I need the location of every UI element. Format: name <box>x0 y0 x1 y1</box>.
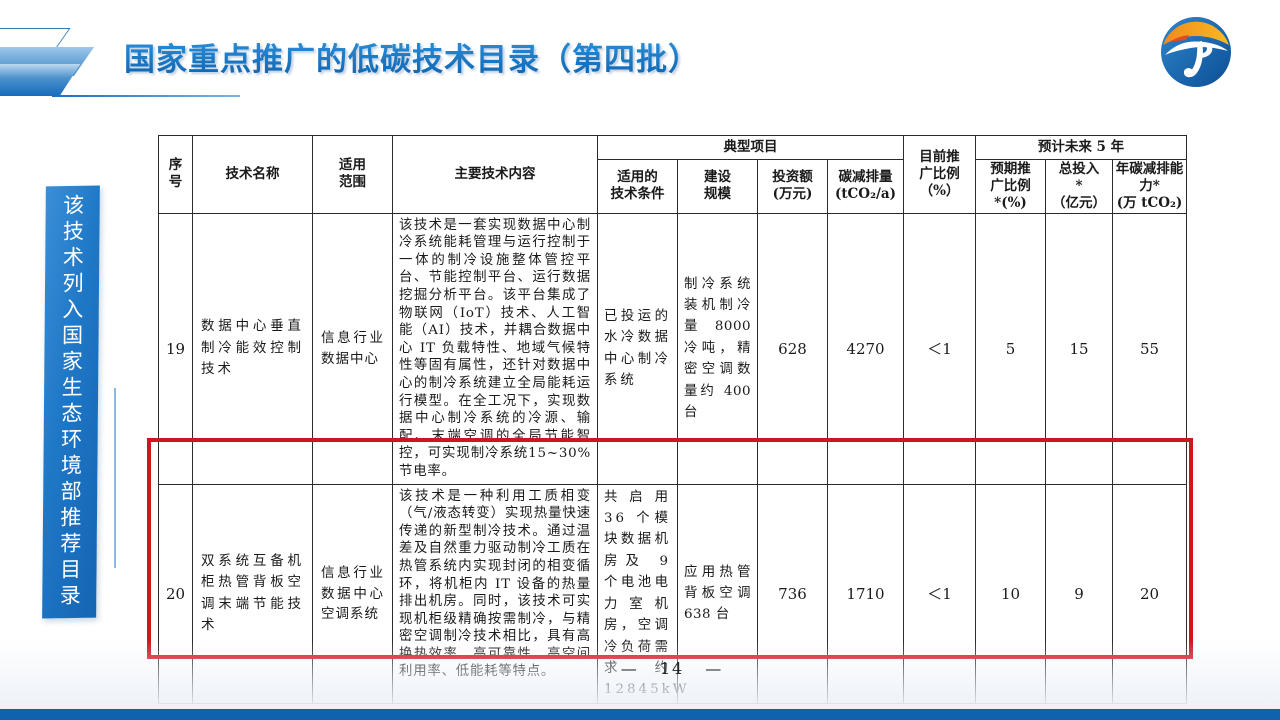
bottom-blue-bar <box>0 709 1280 720</box>
side-banner-text: 该技术列入国家生态环境部推荐目录 <box>57 193 85 611</box>
header-current-ratio: 目前推 广比例 （%） <box>903 135 976 214</box>
cell-19-content: 该技术是一套实现数据中心制冷系统能耗管理与运行控制于一体的制冷设施整体管控平台、… <box>392 212 598 485</box>
cell-19-no: 19 <box>158 212 193 485</box>
header-group-typical-project: 典型项目 <box>597 135 904 160</box>
page-title: 国家重点推广的低碳技术目录（第四批） <box>124 34 700 79</box>
cell-19-scope: 信息行业数据中心 <box>312 212 393 485</box>
globe-swoosh-logo-icon <box>1161 17 1231 87</box>
header-total-investment: 总投入 * （亿元） <box>1045 159 1113 214</box>
header-scope: 适用 范围 <box>312 135 393 214</box>
side-banner-ribbon: 该技术列入国家生态环境部推荐目录 <box>42 185 100 619</box>
cell-19-scale: 制冷系统装机制冷量 8000 冷吨，精密空调数量约 400 台 <box>677 212 758 485</box>
header-carbon-reduction: 碳减排量 (tCO₂/a) <box>827 159 904 214</box>
header-no: 序 号 <box>158 135 193 214</box>
technology-catalog-table: 序 号 技术名称 适用 范围 主要技术内容 典型项目 目前推 广比例 （%） 预… <box>158 135 1188 704</box>
decoration-horizontal-line <box>52 95 240 97</box>
cell-19-expected-ratio: 5 <box>975 212 1046 485</box>
decoration-parallelogram-gradient <box>0 64 81 96</box>
cell-19-carbon: 4270 <box>827 212 904 485</box>
header-expected-ratio: 预期推 广比例 *(%) <box>975 159 1046 214</box>
header-name: 技术名称 <box>192 135 313 214</box>
page-number: — 14 — <box>620 659 724 678</box>
cell-19-name: 数据中心垂直制冷能效控制技术 <box>192 212 313 485</box>
cell-19-total-investment: 15 <box>1045 212 1113 485</box>
header-applicable-conditions: 适用的 技术条件 <box>597 159 678 214</box>
header-investment: 投资额 (万元) <box>757 159 828 214</box>
cell-19-investment: 628 <box>757 212 828 485</box>
header-construction-scale: 建设 规模 <box>677 159 758 214</box>
bottom-gradient <box>0 640 1280 709</box>
decoration-vertical-line <box>114 388 116 568</box>
header-content: 主要技术内容 <box>392 135 598 214</box>
cell-19-conditions: 已投运的水冷数据中心制冷系统 <box>597 212 678 485</box>
header-annual-carbon-capacity: 年碳减排能 力* (万 tCO₂) <box>1111 159 1188 214</box>
cell-19-annual-carbon: 55 <box>1111 212 1188 485</box>
table-row-19: 19 数据中心垂直制冷能效控制技术 信息行业数据中心 该技术是一套实现数据中心制… <box>158 212 1188 485</box>
header-group-next-5-years: 预计未来 5 年 <box>974 135 1188 160</box>
cell-19-current-ratio: ＜1 <box>903 212 976 485</box>
